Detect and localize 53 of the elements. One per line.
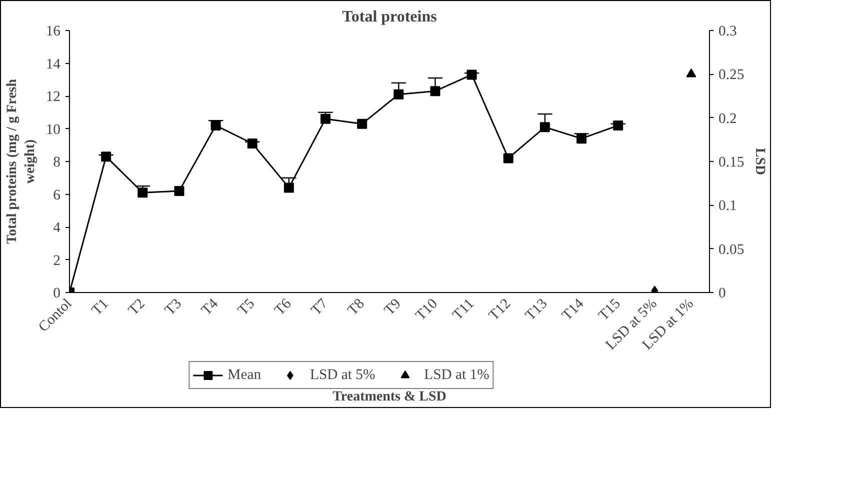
y2-tick-label: 0.1 bbox=[718, 198, 737, 214]
y-tick-label: 2 bbox=[53, 252, 60, 269]
point bbox=[138, 188, 148, 198]
y-tick-label: 4 bbox=[53, 220, 62, 236]
legend-label: Mean bbox=[228, 366, 262, 384]
y2-tick-label: 0.15 bbox=[718, 154, 744, 170]
x-tick-label: T14 bbox=[559, 295, 588, 324]
x-tick-label: T8 bbox=[344, 296, 368, 319]
y2-tick-label: 0 bbox=[718, 286, 726, 302]
x-tick-label: T3 bbox=[162, 296, 185, 319]
legend-label: LSD at 1% bbox=[424, 366, 490, 384]
chart-title: Total proteins bbox=[342, 8, 437, 26]
point bbox=[503, 153, 514, 164]
y2-tick-label: 0.3 bbox=[718, 24, 737, 40]
point bbox=[430, 86, 440, 96]
point bbox=[613, 120, 624, 130]
y2-tick-label: 0.2 bbox=[718, 110, 737, 127]
y-axis-title: Total proteins (mg / g Fresh weight) bbox=[4, 78, 38, 244]
x-axis-title: Treatments & LSD bbox=[332, 390, 446, 404]
x-tick-label: T9 bbox=[381, 296, 404, 319]
y2-tick-label: 0.05 bbox=[718, 242, 744, 258]
point bbox=[101, 152, 112, 162]
y-tick-label: 0 bbox=[53, 286, 60, 302]
y2-axis-title: LSD bbox=[752, 148, 768, 176]
x-tick-label: T15 bbox=[596, 296, 624, 324]
point bbox=[357, 118, 368, 129]
y-tick-label: 6 bbox=[53, 187, 60, 204]
x-tick-label: T2 bbox=[125, 296, 148, 319]
x-tick-label: T11 bbox=[450, 296, 478, 324]
y-tick-label: 16 bbox=[46, 24, 60, 40]
x-tick-label: T13 bbox=[522, 296, 551, 324]
point bbox=[210, 120, 221, 130]
point bbox=[284, 182, 294, 193]
y-tick-label: 12 bbox=[46, 89, 60, 105]
point bbox=[576, 134, 586, 144]
x-tick-label: T6 bbox=[272, 296, 295, 319]
x-tick-label: T4 bbox=[198, 295, 222, 319]
x-tick-label: T5 bbox=[235, 296, 258, 319]
legend-label: LSD at 5% bbox=[310, 366, 376, 384]
point bbox=[466, 70, 477, 80]
point bbox=[540, 122, 550, 132]
point bbox=[394, 89, 404, 100]
y-tick-label: 10 bbox=[46, 122, 60, 138]
x-tick-label: T10 bbox=[412, 296, 441, 324]
x-tick-label: T1 bbox=[88, 296, 112, 319]
y2-tick-label: 0.25 bbox=[718, 67, 744, 84]
point bbox=[320, 114, 330, 124]
point bbox=[174, 186, 184, 196]
y-tick-label: 14 bbox=[46, 56, 62, 72]
point bbox=[247, 138, 258, 148]
x-tick-label: T7 bbox=[308, 296, 332, 319]
x-tick-label: T12 bbox=[486, 296, 514, 324]
y-tick-label: 8 bbox=[53, 154, 60, 170]
